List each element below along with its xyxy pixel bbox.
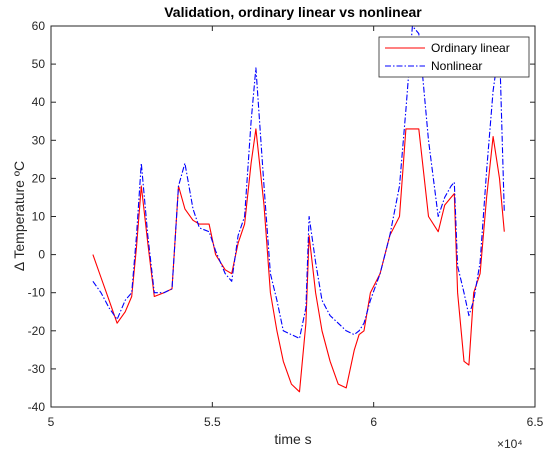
y-tick-label: -10 (28, 286, 46, 300)
series-layer (92, 26, 505, 393)
x-tick-label: 5.5 (204, 415, 221, 429)
y-tick-label: -20 (28, 324, 46, 338)
legend-label-ordinary-linear: Ordinary linear (431, 41, 510, 55)
y-tick-label: -30 (28, 362, 46, 376)
x-tick-label: 6.5 (527, 415, 544, 429)
y-axis-label: Δ Temperature ºC (11, 161, 27, 271)
y-tick-label: 20 (32, 171, 46, 185)
y-tick-label: 10 (32, 210, 46, 224)
x-axis-exponent: ×10⁴ (497, 437, 523, 451)
y-tick-label: 50 (32, 57, 46, 71)
legend-label-nonlinear: Nonlinear (431, 59, 482, 73)
y-tick-label: 40 (32, 95, 46, 109)
plot-background (51, 26, 535, 407)
x-axis-label: time s (274, 431, 311, 447)
chart-title: Validation, ordinary linear vs nonlinear (164, 4, 422, 20)
x-tick-label: 5 (48, 415, 55, 429)
series-line-nonlinear (92, 26, 505, 339)
plot-border (50, 25, 536, 408)
x-tick-labels: 5 5.5 6 6.5 (48, 415, 544, 429)
y-tick-label: -40 (28, 400, 46, 414)
plot-area (50, 25, 536, 408)
legend: Ordinary linear Nonlinear (378, 36, 530, 78)
y-tick-labels: -40 -30 -20 -10 0 10 20 30 40 50 60 (28, 19, 46, 414)
legend-box (378, 36, 530, 78)
y-tick-label: 0 (38, 248, 45, 262)
y-tick-label: 60 (32, 19, 46, 33)
y-tick-label: 30 (32, 133, 46, 147)
x-tick-label: 6 (370, 415, 377, 429)
